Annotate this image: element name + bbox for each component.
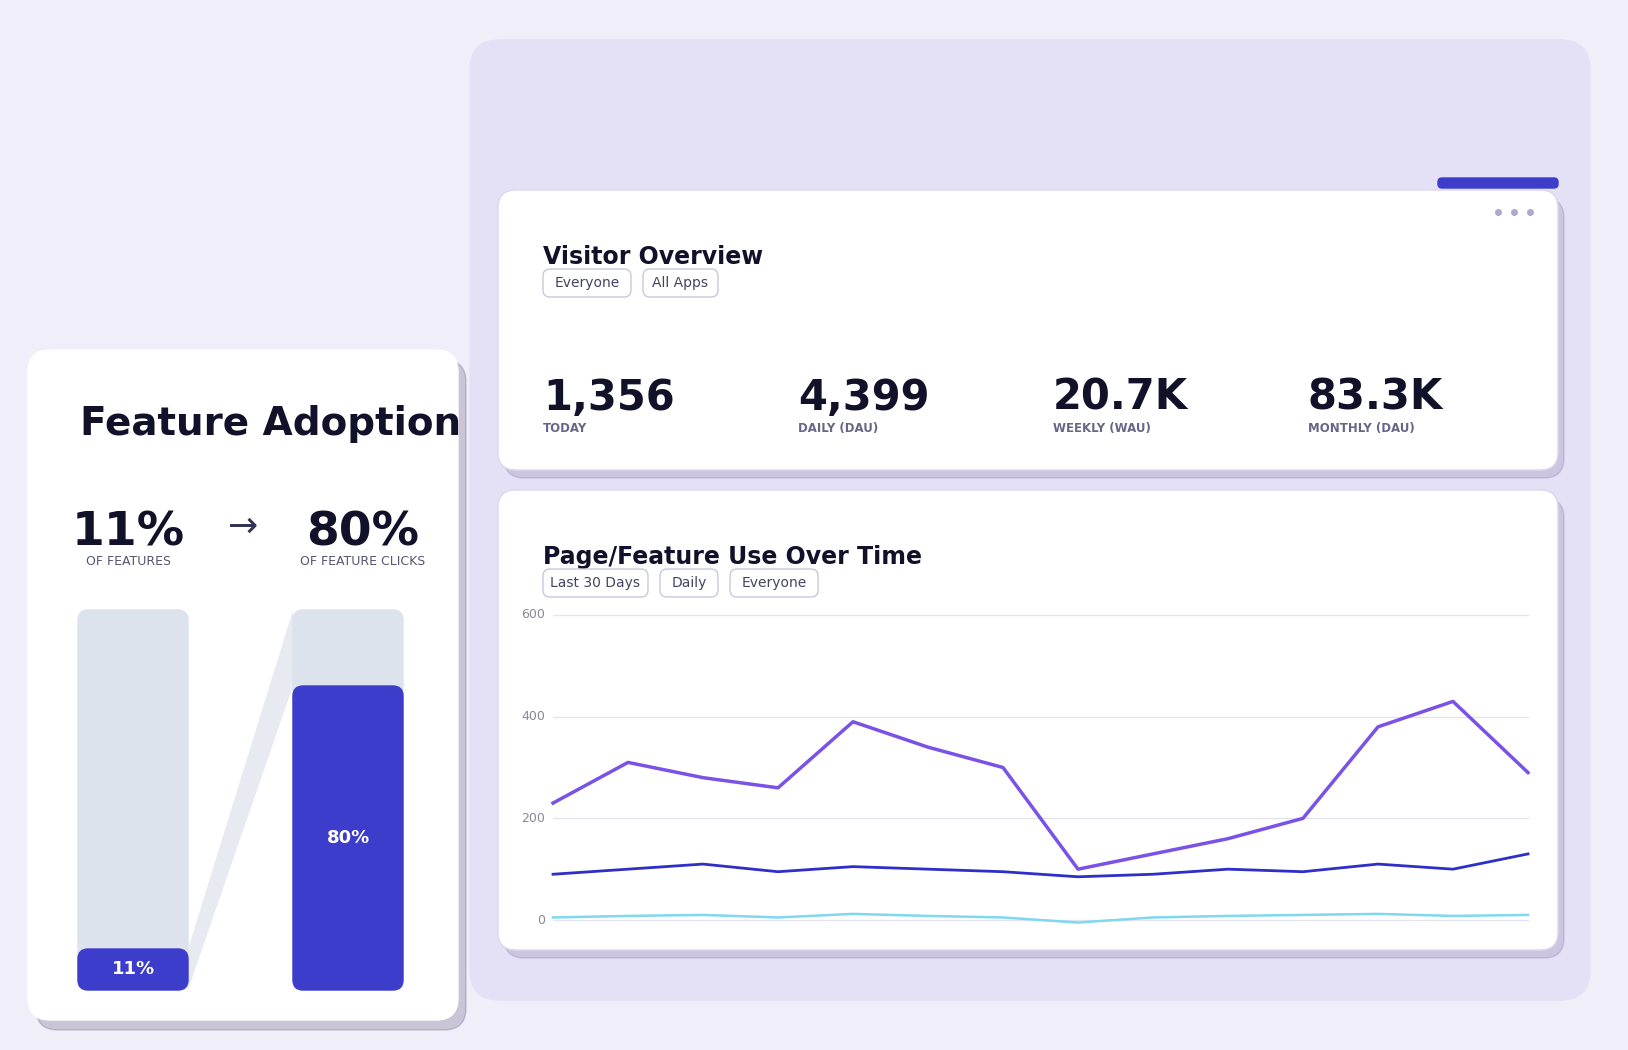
Text: 400: 400 — [521, 710, 545, 723]
Text: 4,399: 4,399 — [798, 377, 930, 419]
FancyBboxPatch shape — [293, 610, 404, 990]
FancyBboxPatch shape — [78, 610, 187, 990]
FancyBboxPatch shape — [544, 269, 632, 297]
Polygon shape — [187, 610, 293, 990]
FancyBboxPatch shape — [544, 569, 648, 597]
Text: Visitor Overview: Visitor Overview — [544, 245, 764, 269]
Text: 83.3K: 83.3K — [1307, 377, 1444, 419]
Text: MONTHLY (DAU): MONTHLY (DAU) — [1307, 422, 1415, 435]
Text: 600: 600 — [521, 609, 545, 622]
Text: 1,356: 1,356 — [544, 377, 674, 419]
Text: 200: 200 — [521, 812, 545, 825]
FancyBboxPatch shape — [293, 686, 404, 990]
Text: Daily: Daily — [671, 576, 707, 590]
Text: Feature Adoption: Feature Adoption — [80, 405, 461, 443]
Text: Everyone: Everyone — [555, 276, 620, 290]
Text: 80%: 80% — [306, 510, 420, 555]
Text: →: → — [228, 510, 259, 544]
FancyBboxPatch shape — [498, 490, 1558, 950]
FancyBboxPatch shape — [659, 569, 718, 597]
FancyBboxPatch shape — [505, 198, 1565, 478]
FancyBboxPatch shape — [729, 569, 817, 597]
Text: 11%: 11% — [72, 510, 184, 555]
Text: 20.7K: 20.7K — [1053, 377, 1188, 419]
Text: DAILY (DAU): DAILY (DAU) — [798, 422, 877, 435]
FancyBboxPatch shape — [505, 498, 1565, 958]
Text: 0: 0 — [537, 914, 545, 926]
Text: 80%: 80% — [326, 830, 370, 847]
FancyBboxPatch shape — [498, 190, 1558, 470]
FancyBboxPatch shape — [643, 269, 718, 297]
FancyBboxPatch shape — [28, 350, 457, 1020]
Text: TODAY: TODAY — [544, 422, 588, 435]
Text: All Apps: All Apps — [653, 276, 708, 290]
FancyBboxPatch shape — [1438, 178, 1558, 188]
Text: Page/Feature Use Over Time: Page/Feature Use Over Time — [544, 545, 921, 569]
FancyBboxPatch shape — [78, 949, 187, 990]
Text: OF FEATURE CLICKS: OF FEATURE CLICKS — [301, 555, 425, 568]
Text: WEEKLY (WAU): WEEKLY (WAU) — [1053, 422, 1151, 435]
Text: OF FEATURES: OF FEATURES — [86, 555, 171, 568]
Text: Last 30 Days: Last 30 Days — [550, 576, 640, 590]
FancyBboxPatch shape — [470, 40, 1591, 1000]
Text: Everyone: Everyone — [741, 576, 806, 590]
Text: 11%: 11% — [111, 961, 155, 979]
FancyBboxPatch shape — [36, 360, 466, 1030]
